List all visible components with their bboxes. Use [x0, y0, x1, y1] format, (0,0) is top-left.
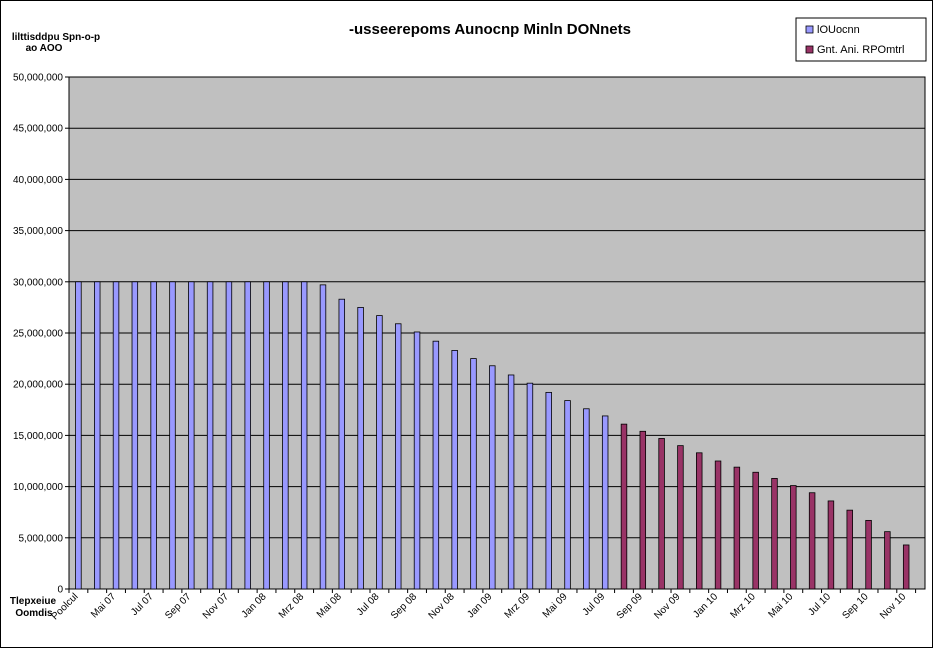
bar-series-1 [507, 374, 515, 590]
x-tick-label: Jul 10 [806, 591, 833, 618]
bar-series-1 [470, 358, 477, 590]
y-axis-label-line-1: lilttisddpu Spn-o-p [12, 32, 100, 43]
bar-series-1 [376, 315, 383, 590]
chart-title: -usseerepoms Aunocnp Minln DONnets [349, 21, 631, 38]
x-tick-label: Mai 07 [89, 591, 118, 620]
x-tick-label: Sep 09 [615, 591, 645, 621]
legend-box [795, 17, 927, 62]
bar-series-1 [451, 350, 458, 590]
bar-series-1 [545, 391, 552, 590]
bar-series-1 [150, 281, 157, 590]
x-tick-label: Nov 08 [427, 591, 457, 621]
x-axis-ticks: Poolcul Mai 07 Jul 07 Sep 07 Nov 07 Jan 08 Mrz… [50, 589, 917, 622]
bar-series-2 [790, 485, 797, 590]
y-tick-label: 45,000,000 [13, 124, 63, 135]
x-tick-label: Mai 08 [315, 591, 344, 620]
bar-series-1 [526, 382, 534, 590]
bar-series-2 [620, 423, 628, 590]
y-axis-ticks: 0 5,000,000 10,000,000 15,000,000 20,000,000… [13, 73, 69, 596]
bar-series-1 [395, 323, 402, 590]
bar-series-2 [827, 500, 835, 590]
bar-series-1 [206, 281, 214, 590]
bar-series-1 [75, 281, 82, 590]
bar-series-1 [112, 281, 120, 590]
x-tick-label: Jul 08 [355, 591, 382, 618]
x-tick-label: Jul 09 [581, 591, 608, 618]
x-tick-label: Nov 10 [878, 591, 908, 621]
bar-series-1 [169, 281, 176, 590]
x-tick-label: Mai 09 [541, 591, 570, 620]
bar-series-2 [846, 509, 853, 590]
bar-series-2 [771, 478, 778, 590]
legend-swatch-series-1 [805, 25, 814, 34]
bar-series-1 [319, 284, 327, 590]
bar-series-1 [244, 281, 251, 590]
x-axis-label-line-1: Tlepxeiue [10, 596, 57, 607]
bar-series-2 [808, 492, 816, 590]
legend: lOUocnn Gnt. Ani. RPOmtrl [795, 17, 927, 62]
y-tick-label: 35,000,000 [13, 226, 63, 237]
bar-series-1 [564, 400, 571, 590]
y-tick-label: 50,000,000 [13, 73, 63, 84]
bars [75, 281, 910, 590]
y-tick-label: 25,000,000 [13, 329, 63, 340]
x-tick-label: Jan 09 [465, 591, 494, 620]
bar-series-2 [902, 544, 910, 590]
legend-label-series-2: Gnt. Ani. RPOmtrl [817, 44, 904, 56]
bar-series-2 [752, 471, 759, 590]
x-tick-label: Mrz 08 [277, 591, 307, 621]
y-tick-label: 15,000,000 [13, 431, 63, 442]
y-tick-label: 30,000,000 [13, 277, 63, 288]
x-tick-label: Mrz 10 [728, 591, 758, 621]
bar-series-1 [188, 281, 195, 590]
x-tick-label: Mrz 09 [503, 591, 533, 621]
x-tick-label: Sep 07 [163, 591, 193, 621]
bar-series-1 [225, 281, 233, 590]
x-tick-label: Jan 10 [691, 591, 720, 620]
bar-series-1 [263, 281, 270, 590]
y-tick-label: 40,000,000 [13, 175, 63, 186]
x-tick-label: Mai 10 [766, 591, 795, 620]
bar-series-1 [489, 365, 496, 590]
bar-series-1 [432, 340, 440, 590]
legend-swatch-series-2 [805, 45, 814, 54]
y-tick-label: 20,000,000 [13, 380, 63, 391]
x-axis-label-line-2: Oomdis [15, 608, 53, 619]
bar-series-2 [733, 466, 741, 590]
bar-series-1 [300, 281, 308, 590]
bar-series-2 [865, 519, 872, 590]
y-tick-label: 0 [57, 585, 63, 596]
bar-series-1 [357, 306, 364, 590]
y-axis-label-line-2: ao AOO [26, 43, 63, 54]
bar-series-1 [601, 415, 609, 590]
bar-series-2 [696, 452, 703, 590]
bar-series-2 [714, 460, 722, 590]
bar-series-1 [282, 281, 289, 590]
bar-series-1 [583, 408, 590, 590]
legend-label-series-1: lOUocnn [817, 24, 860, 36]
y-tick-label: 10,000,000 [13, 482, 63, 493]
x-tick-label: Jan 08 [240, 591, 269, 620]
x-tick-label: Sep 08 [389, 591, 419, 621]
bar-series-2 [658, 438, 665, 590]
x-tick-label: Nov 09 [652, 591, 682, 621]
y-tick-label: 5,000,000 [19, 533, 64, 544]
bar-series-1 [94, 281, 101, 590]
bar-series-1 [338, 298, 346, 590]
bar-series-2 [677, 445, 684, 590]
bar-series-2 [639, 430, 647, 590]
bar-series-1 [413, 331, 421, 590]
bar-series-2 [884, 531, 891, 590]
bar-series-1 [131, 281, 139, 590]
x-tick-label: Nov 07 [201, 591, 231, 621]
x-tick-label: Sep 10 [840, 591, 870, 621]
x-tick-label: Jul 07 [129, 591, 156, 618]
